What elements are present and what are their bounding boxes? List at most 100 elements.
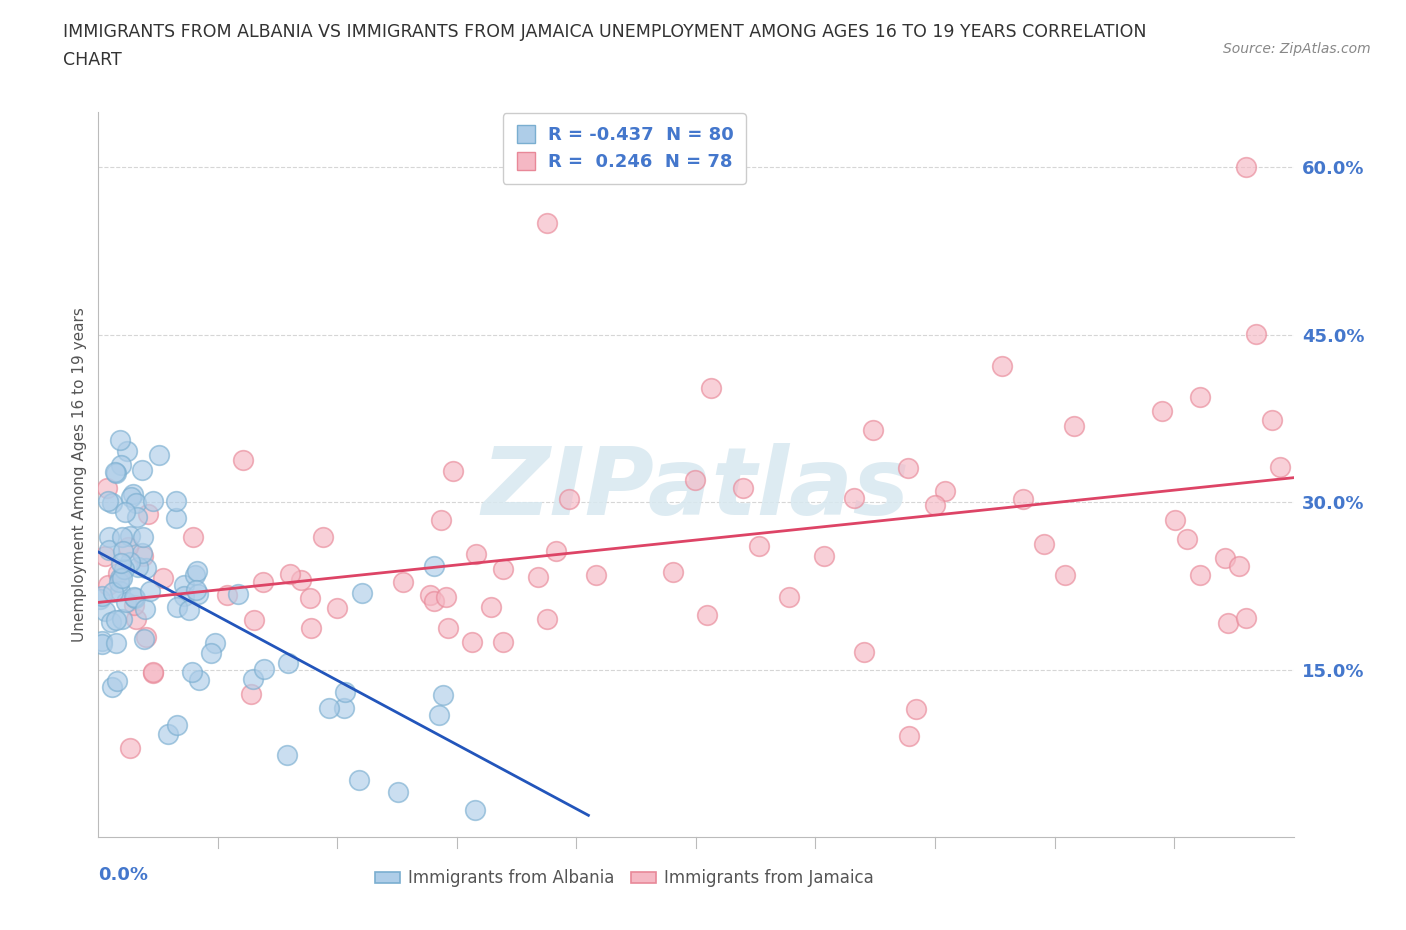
Point <box>111 611 134 626</box>
Point <box>333 684 356 699</box>
Point <box>118 528 141 543</box>
Point <box>112 543 135 558</box>
Text: ZIPatlas: ZIPatlas <box>482 443 910 535</box>
Point <box>432 687 454 702</box>
Point <box>124 590 146 604</box>
Point <box>546 543 568 558</box>
Text: CHART: CHART <box>63 51 122 69</box>
Point <box>90 633 112 648</box>
Text: Source: ZipAtlas.com: Source: ZipAtlas.com <box>1223 42 1371 56</box>
Point <box>904 701 927 716</box>
Point <box>101 680 124 695</box>
Point <box>898 728 921 743</box>
Point <box>108 432 131 447</box>
Point <box>461 635 484 650</box>
Point <box>115 444 138 458</box>
Point <box>731 481 754 496</box>
Point <box>122 486 145 501</box>
Point <box>91 589 114 604</box>
Point <box>96 481 118 496</box>
Point <box>441 463 464 478</box>
Point <box>131 462 153 477</box>
Point <box>139 584 162 599</box>
Point <box>332 700 354 715</box>
Point <box>187 586 209 601</box>
Point <box>318 700 340 715</box>
Point <box>585 567 607 582</box>
Point <box>125 510 148 525</box>
Point <box>1189 390 1212 405</box>
Point <box>166 717 188 732</box>
Point <box>166 599 188 614</box>
Point <box>239 686 262 701</box>
Point <box>104 465 127 480</box>
Point <box>89 591 111 606</box>
Point <box>1150 404 1173 418</box>
Point <box>148 447 170 462</box>
Point <box>120 740 142 755</box>
Point <box>1189 568 1212 583</box>
Point <box>1063 418 1085 433</box>
Point <box>111 571 134 586</box>
Point <box>934 484 956 498</box>
Point <box>290 573 312 588</box>
Point <box>103 585 125 600</box>
Point <box>422 593 444 608</box>
Point <box>120 490 142 505</box>
Point <box>142 666 165 681</box>
Point <box>124 598 146 613</box>
Point <box>527 569 550 584</box>
Point <box>312 530 335 545</box>
Point <box>136 506 159 521</box>
Point <box>98 529 121 544</box>
Point <box>299 591 322 605</box>
Point <box>114 504 136 519</box>
Point <box>1229 559 1251 574</box>
Point <box>434 589 457 604</box>
Point <box>131 546 153 561</box>
Point <box>90 636 112 651</box>
Point <box>1053 567 1076 582</box>
Point <box>1012 491 1035 506</box>
Point <box>135 630 157 644</box>
Point <box>347 773 370 788</box>
Point <box>1268 459 1291 474</box>
Point <box>184 568 207 583</box>
Point <box>278 566 301 581</box>
Point <box>142 665 165 680</box>
Point <box>226 586 249 601</box>
Point <box>132 631 155 646</box>
Point <box>125 496 148 511</box>
Point <box>105 635 128 650</box>
Point <box>685 472 707 487</box>
Legend: Immigrants from Albania, Immigrants from Jamaica: Immigrants from Albania, Immigrants from… <box>368 863 880 894</box>
Point <box>430 512 453 527</box>
Point <box>125 612 148 627</box>
Point <box>924 498 946 512</box>
Point <box>110 556 132 571</box>
Point <box>1213 551 1236 565</box>
Point <box>135 561 157 576</box>
Point <box>200 645 222 660</box>
Point <box>127 560 149 575</box>
Point <box>117 539 139 554</box>
Point <box>100 496 122 511</box>
Point <box>104 464 127 479</box>
Point <box>232 452 254 467</box>
Point <box>242 613 264 628</box>
Point <box>1216 616 1239 631</box>
Point <box>124 591 146 605</box>
Point <box>748 538 770 553</box>
Point <box>204 635 226 650</box>
Point <box>110 458 132 472</box>
Point <box>436 621 458 636</box>
Point <box>97 493 120 508</box>
Point <box>464 802 486 817</box>
Point <box>1175 532 1198 547</box>
Point <box>326 601 349 616</box>
Point <box>108 575 131 590</box>
Point <box>813 549 835 564</box>
Point <box>252 574 274 589</box>
Point <box>897 460 920 475</box>
Y-axis label: Unemployment Among Ages 16 to 19 years: Unemployment Among Ages 16 to 19 years <box>72 307 87 642</box>
